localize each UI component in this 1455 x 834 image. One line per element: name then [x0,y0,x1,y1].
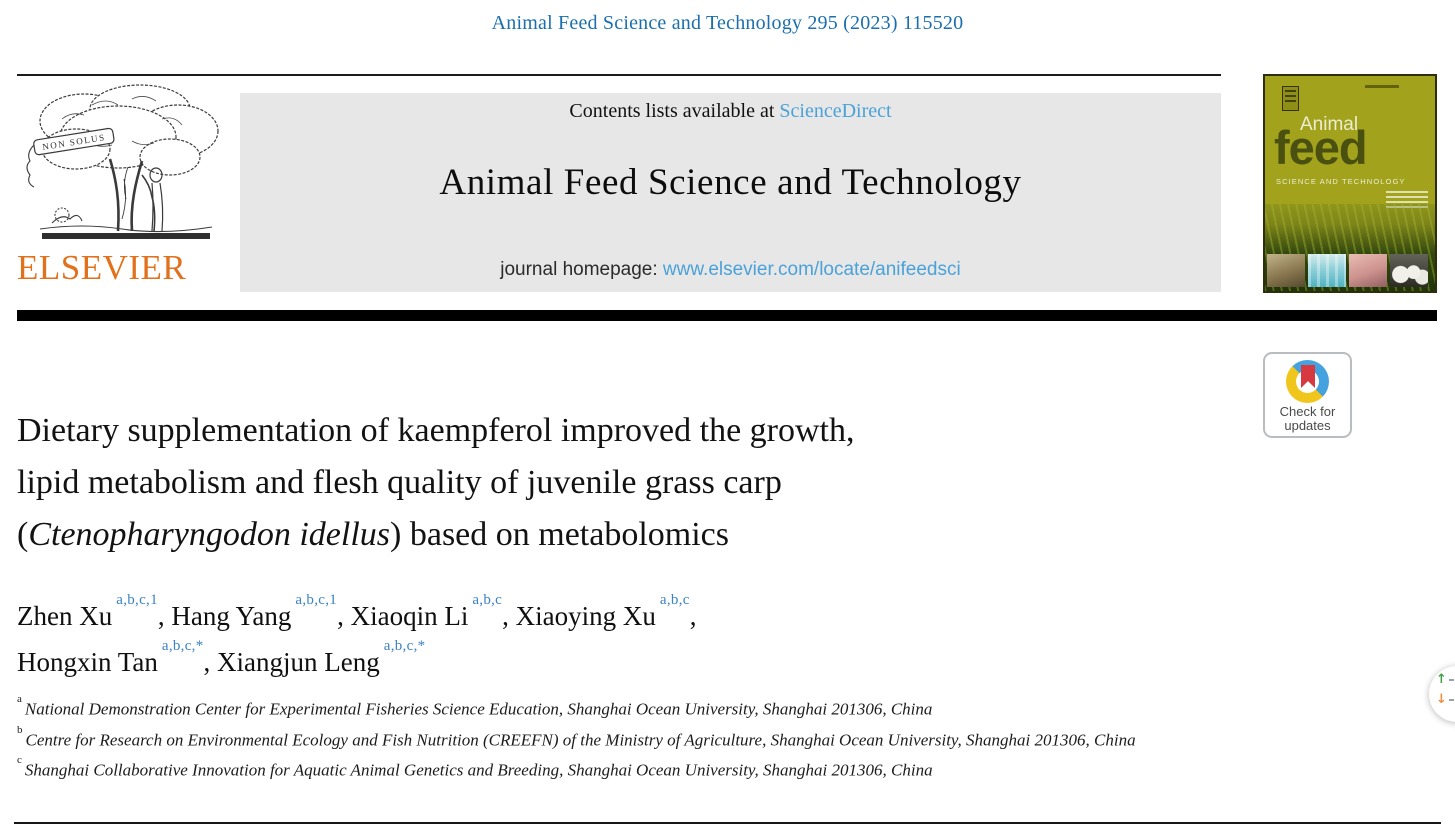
cover-title-feed: feed [1274,121,1368,174]
footer-rule [14,822,1441,824]
journal-reference-header: Animal Feed Science and Technology 295 (… [491,12,964,34]
article-title: Dietary supplementation of kaempferol im… [17,405,1237,561]
crossmark-ring-icon [1286,360,1329,403]
elsevier-tree-icon: NON SOLUS [25,84,219,239]
sciencedirect-link[interactable]: ScienceDirect [779,100,892,122]
cover-subtitle: SCIENCE AND TECHNOLOGY [1276,177,1406,186]
scroll-widget-cutoff-text [1449,699,1454,701]
check-for-updates-label: Check for updates [1279,404,1336,433]
author-name: Zhen Xu [17,601,113,631]
affiliation-a: aNational Demonstration Center for Exper… [17,693,933,719]
author-affil-sup: a,b,c [472,592,503,608]
author-name: Xiaoying Xu [515,601,656,631]
cover-photo-cattle [1267,254,1305,287]
article-title-line3: (Ctenopharyngodon idellus) based on meta… [17,516,730,553]
journal-cover-thumbnail[interactable]: Animal feed SCIENCE AND TECHNOLOGY [1263,74,1437,293]
article-title-line2: lipid metabolism and flesh quality of ju… [17,464,782,501]
contents-line: Contents lists available at ScienceDirec… [240,100,1221,123]
cover-photo-strip [1267,254,1435,287]
affiliation-b: bCentre for Research on Environmental Ec… [17,723,1136,750]
header-top-rule [17,74,1221,76]
cover-photo-testtubes [1308,254,1346,287]
author-name: Xiangjun Leng [217,647,380,677]
scroll-widget-cutoff-text [1449,679,1454,681]
homepage-url-link[interactable]: www.elsevier.com/locate/anifeedsci [662,259,961,280]
thick-divider-bar [17,310,1437,321]
elsevier-logo: NON SOLUS ELSEVIER [17,79,230,293]
cover-title-animal: Animal [1300,114,1359,135]
affiliation-c: cShanghai Collaborative Innovation for A… [17,754,933,780]
journal-title: Animal Feed Science and Technology [439,162,1022,203]
scroll-nav-widget[interactable] [1429,666,1455,722]
author-name: Hang Yang [171,601,292,631]
author-affil-sup: a,b,c,* [383,638,426,654]
author-affil-sup: a,b,c,1 [116,592,158,608]
author-affil-sup: a,b,c [659,592,690,608]
homepage-prefix: journal homepage: [500,259,663,280]
author-name: Xiaoqin Li [350,601,469,631]
bookmark-icon [1301,365,1315,388]
journal-banner: Contents lists available at ScienceDirec… [240,93,1221,292]
author-affil-sup: a,b,c,* [161,638,204,654]
article-title-line1: Dietary supplementation of kaempferol im… [17,412,855,449]
scroll-up-arrow-icon[interactable] [1436,672,1447,687]
homepage-line: journal homepage: www.elsevier.com/locat… [240,259,1221,281]
contents-prefix: Contents lists available at [569,100,780,122]
cover-elsevier-mini-logo [1282,86,1299,111]
scroll-down-arrow-icon[interactable] [1436,692,1447,707]
author-line-1: Zhen Xua,b,c,1, Hang Yanga,b,c,1, Xiaoqi… [17,592,697,631]
author-list: Zhen Xua,b,c,1, Hang Yanga,b,c,1, Xiaoqi… [17,591,1117,683]
author-line-2: Hongxin Tana,b,c,*, Xiangjun Lenga,b,c,* [17,638,426,677]
author-name: Hongxin Tan [17,647,158,677]
cover-photo-chickens [1390,254,1428,287]
cover-issn-marks [1365,85,1399,88]
species-name: Ctenopharyngodon idellus [28,516,391,553]
elsevier-wordmark: ELSEVIER [17,248,187,287]
cover-photo-pig [1349,254,1387,287]
author-affil-sup: a,b,c,1 [295,592,338,608]
check-for-updates-badge[interactable]: Check for updates [1263,352,1352,438]
affiliations-list: aNational Demonstration Center for Exper… [17,692,1232,784]
